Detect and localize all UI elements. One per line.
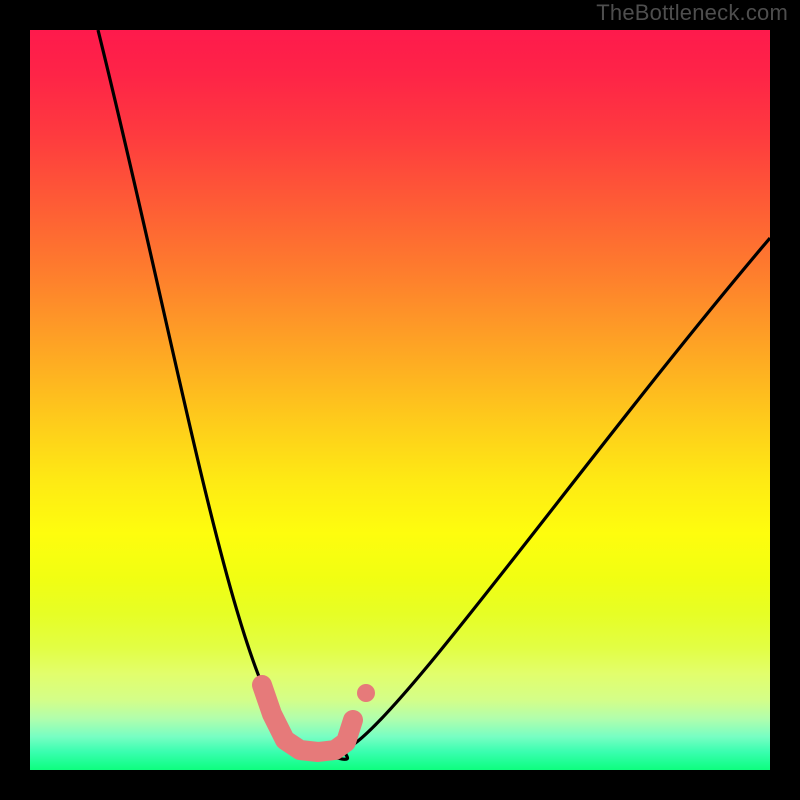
watermark-text: TheBottleneck.com <box>596 0 788 26</box>
optimum-marker-dot <box>357 684 375 702</box>
bottleneck-chart <box>0 0 800 800</box>
plot-area <box>30 30 770 770</box>
chart-container: TheBottleneck.com <box>0 0 800 800</box>
